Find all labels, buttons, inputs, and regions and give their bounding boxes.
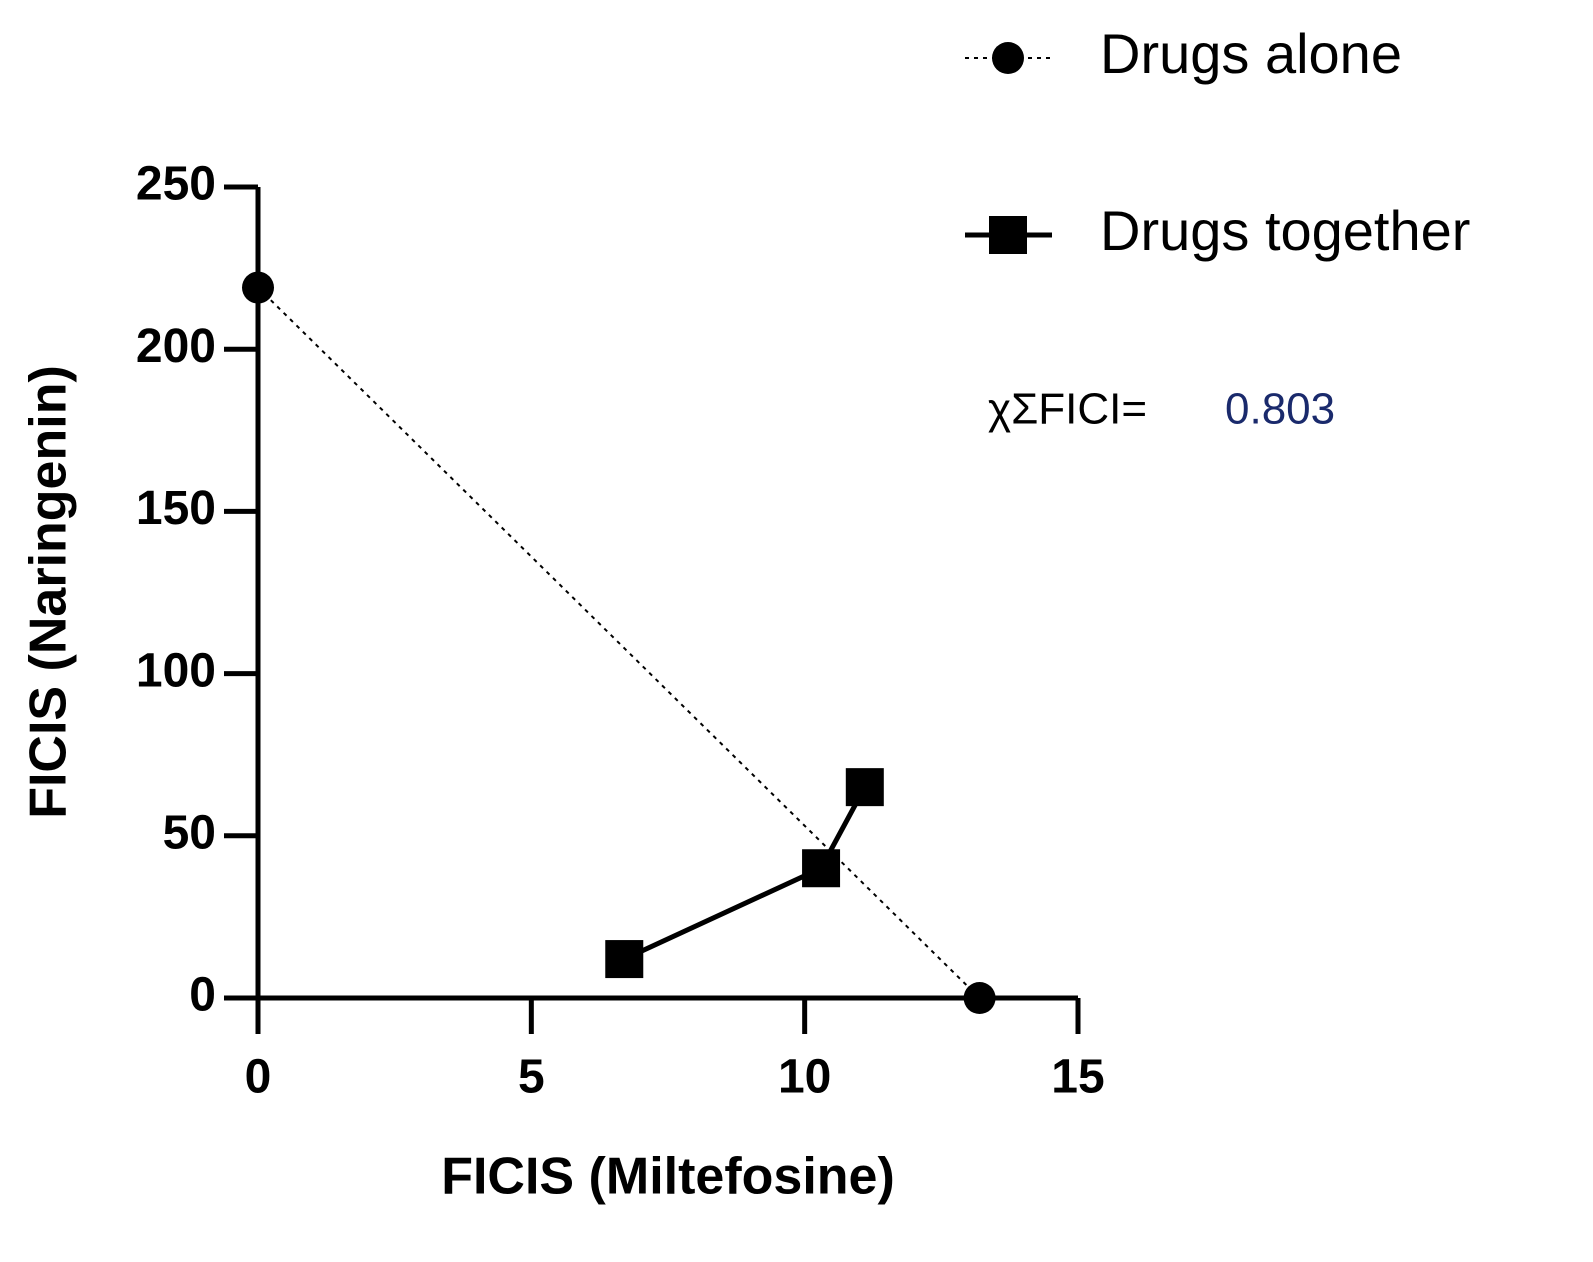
x-tick-label: 15 <box>1051 1051 1104 1104</box>
x-tick-label: 0 <box>245 1051 272 1104</box>
legend-marker <box>989 216 1027 254</box>
legend-label: Drugs together <box>1100 199 1470 262</box>
data-point <box>963 982 996 1014</box>
y-axis-title: FICIS (Naringenin) <box>20 365 78 819</box>
y-tick-label: 100 <box>136 644 216 697</box>
data-point <box>605 940 644 979</box>
data-point <box>242 271 274 304</box>
y-tick-label: 250 <box>136 158 216 211</box>
legend-marker <box>992 42 1024 74</box>
annotation: χΣFICI= <box>988 385 1147 434</box>
data-point <box>802 849 841 888</box>
y-tick-label: 150 <box>136 482 216 535</box>
x-tick-label: 10 <box>778 1051 831 1104</box>
annotation-value: 0.803 <box>1225 385 1335 434</box>
y-tick-label: 50 <box>163 806 216 859</box>
y-tick-label: 0 <box>189 969 216 1022</box>
data-point <box>845 768 884 807</box>
y-tick-label: 200 <box>136 320 216 373</box>
series-line <box>257 286 981 999</box>
legend-label: Drugs alone <box>1100 22 1402 85</box>
x-tick-label: 5 <box>518 1051 545 1104</box>
x-axis-title: FICIS (Miltefosine) <box>441 1148 895 1206</box>
